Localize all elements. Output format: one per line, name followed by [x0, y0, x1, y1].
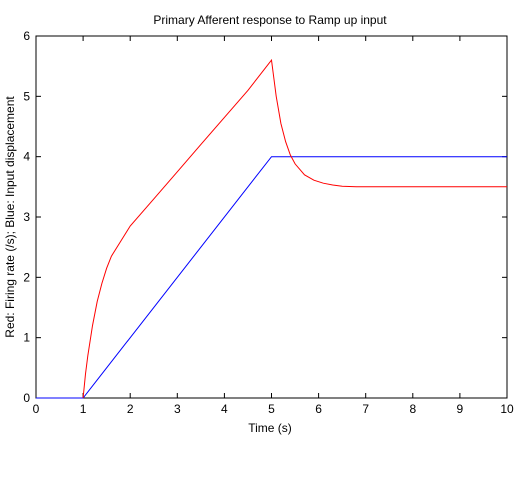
x-tick-label: 4: [221, 402, 228, 416]
x-tick-label: 8: [409, 402, 416, 416]
x-tick-label: 10: [500, 402, 514, 416]
x-tick-label: 2: [127, 402, 134, 416]
x-tick-label: 6: [315, 402, 322, 416]
y-tick-label: 4: [23, 150, 30, 164]
x-tick-label: 1: [80, 402, 87, 416]
x-tick-label: 9: [457, 402, 464, 416]
y-tick-label: 5: [23, 89, 30, 103]
y-tick-label: 3: [23, 210, 30, 224]
series-line-1: [36, 156, 507, 399]
x-tick-label: 7: [362, 402, 369, 416]
series-line-2: [82, 58, 507, 399]
x-tick-label: 3: [174, 402, 181, 416]
x-tick-label: 0: [33, 402, 40, 416]
plot-layer: 0 1 2 3 4 5 6 7 8 9 10 0 1 2 3 4 5 6: [23, 29, 514, 416]
x-tick-label: 5: [268, 402, 275, 416]
y-tick-label: 1: [23, 331, 30, 345]
chart-title: Primary Afferent response to Ramp up inp…: [153, 13, 387, 27]
y-axis-label: Red: Firing rate (/s); Blue: Input displ…: [3, 96, 17, 338]
plot-frame: [35, 35, 508, 399]
y-tick-label: 6: [23, 29, 30, 43]
y-tick-label: 2: [23, 270, 30, 284]
x-axis-label: Time (s): [248, 421, 292, 435]
y-tick-label: 0: [23, 391, 30, 405]
